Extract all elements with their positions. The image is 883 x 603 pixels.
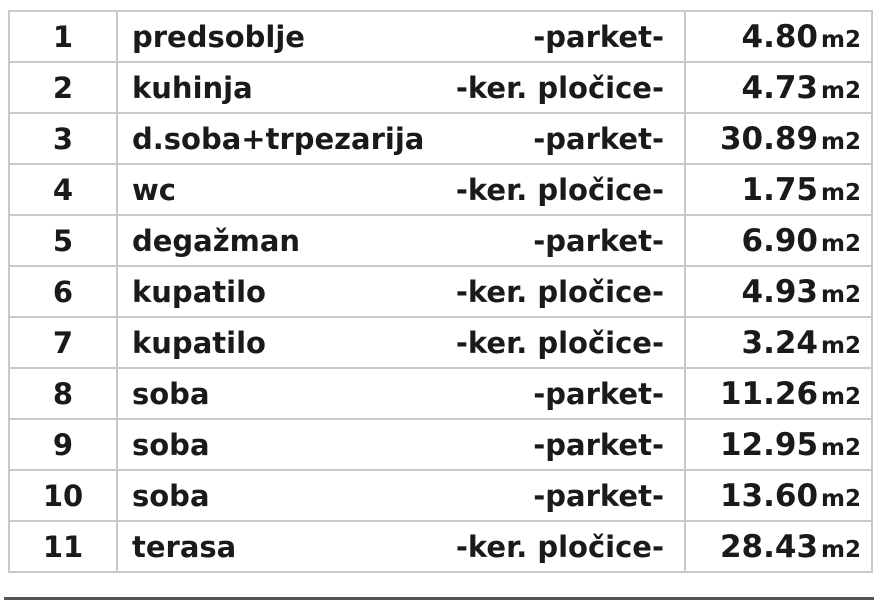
- room-area: 30.89 m2: [684, 112, 873, 165]
- room-cell: kupatilo -ker. pločice-: [116, 316, 686, 369]
- room-name: terasa: [132, 529, 237, 564]
- room-cell: wc -ker. pločice-: [116, 163, 686, 216]
- room-number: 2: [8, 61, 118, 114]
- table-row: 10 soba -parket- 13.60 m2: [8, 469, 873, 522]
- table-row: 5 degažman -parket- 6.90 m2: [8, 214, 873, 267]
- floor-type: -ker. pločice-: [455, 274, 664, 309]
- area-unit: m2: [821, 26, 861, 53]
- floor-type: -parket-: [533, 478, 664, 513]
- area-value: 28.43: [719, 528, 819, 565]
- room-number: 1: [8, 10, 118, 63]
- floor-type: -ker. pločice-: [455, 70, 664, 105]
- room-name: d.soba+trpezarija: [132, 121, 425, 156]
- room-cell: soba -parket-: [116, 418, 686, 471]
- room-name: soba: [132, 376, 210, 411]
- room-area: 28.43 m2: [684, 520, 873, 573]
- room-area: 12.95 m2: [684, 418, 873, 471]
- floor-type: -parket-: [533, 427, 664, 462]
- room-area: 3.24 m2: [684, 316, 873, 369]
- room-area-table: 1 predsoblje -parket- 4.80 m2 2 kuhinja -ker. p…: [8, 10, 873, 573]
- room-name: predsoblje: [132, 19, 305, 54]
- room-number: 8: [8, 367, 118, 420]
- room-cell: soba -parket-: [116, 367, 686, 420]
- area-unit: m2: [821, 128, 861, 155]
- room-area: 4.93 m2: [684, 265, 873, 318]
- area-unit: m2: [821, 281, 861, 308]
- room-name: degažman: [132, 223, 301, 258]
- room-area: 4.80 m2: [684, 10, 873, 63]
- area-value: 13.60: [719, 477, 819, 514]
- room-area: 11.26 m2: [684, 367, 873, 420]
- room-number: 9: [8, 418, 118, 471]
- table-row: 1 predsoblje -parket- 4.80 m2: [8, 10, 873, 63]
- area-value: 6.90: [741, 222, 819, 259]
- floor-type: -parket-: [533, 19, 664, 54]
- room-cell: degažman -parket-: [116, 214, 686, 267]
- table-row: 7 kupatilo -ker. pločice- 3.24 m2: [8, 316, 873, 369]
- room-name: kupatilo: [132, 325, 266, 360]
- area-unit: m2: [821, 230, 861, 257]
- area-value: 3.24: [741, 324, 819, 361]
- room-name: soba: [132, 427, 210, 462]
- area-unit: m2: [821, 383, 861, 410]
- table-row: 8 soba -parket- 11.26 m2: [8, 367, 873, 420]
- table-row: 9 soba -parket- 12.95 m2: [8, 418, 873, 471]
- room-cell: predsoblje -parket-: [116, 10, 686, 63]
- room-number: 10: [8, 469, 118, 522]
- area-unit: m2: [821, 332, 861, 359]
- room-name: kuhinja: [132, 70, 253, 105]
- room-area: 4.73 m2: [684, 61, 873, 114]
- table-row: 3 d.soba+trpezarija -parket- 30.89 m2: [8, 112, 873, 165]
- room-cell: d.soba+trpezarija -parket-: [116, 112, 686, 165]
- room-number: 4: [8, 163, 118, 216]
- table-row: 6 kupatilo -ker. pločice- 4.93 m2: [8, 265, 873, 318]
- floor-type: -parket-: [533, 223, 664, 258]
- table-row: 11 terasa -ker. pločice- 28.43 m2: [8, 520, 873, 573]
- room-cell: kupatilo -ker. pločice-: [116, 265, 686, 318]
- room-name: soba: [132, 478, 210, 513]
- floor-type: -ker. pločice-: [455, 172, 664, 207]
- area-unit: m2: [821, 536, 861, 563]
- room-name: kupatilo: [132, 274, 266, 309]
- area-value: 30.89: [719, 120, 819, 157]
- room-number: 11: [8, 520, 118, 573]
- room-area: 13.60 m2: [684, 469, 873, 522]
- floor-type: -parket-: [533, 121, 664, 156]
- floor-type: -parket-: [533, 376, 664, 411]
- table-row: 2 kuhinja -ker. pločice- 4.73 m2: [8, 61, 873, 114]
- table-row: 4 wc -ker. pločice- 1.75 m2: [8, 163, 873, 216]
- floor-type: -ker. pločice-: [455, 325, 664, 360]
- room-number: 6: [8, 265, 118, 318]
- room-number: 5: [8, 214, 118, 267]
- floor-type: -ker. pločice-: [455, 529, 664, 564]
- area-value: 12.95: [719, 426, 819, 463]
- room-number: 7: [8, 316, 118, 369]
- area-unit: m2: [821, 485, 861, 512]
- area-value: 4.80: [741, 18, 819, 55]
- area-unit: m2: [821, 434, 861, 461]
- area-value: 11.26: [719, 375, 819, 412]
- room-cell: soba -parket-: [116, 469, 686, 522]
- room-number: 3: [8, 112, 118, 165]
- area-value: 4.73: [741, 69, 819, 106]
- room-cell: terasa -ker. pločice-: [116, 520, 686, 573]
- room-area: 1.75 m2: [684, 163, 873, 216]
- area-value: 4.93: [741, 273, 819, 310]
- room-name: wc: [132, 172, 176, 207]
- area-unit: m2: [821, 77, 861, 104]
- bottom-rule: [4, 597, 874, 600]
- room-area: 6.90 m2: [684, 214, 873, 267]
- room-cell: kuhinja -ker. pločice-: [116, 61, 686, 114]
- area-unit: m2: [821, 179, 861, 206]
- area-value: 1.75: [741, 171, 819, 208]
